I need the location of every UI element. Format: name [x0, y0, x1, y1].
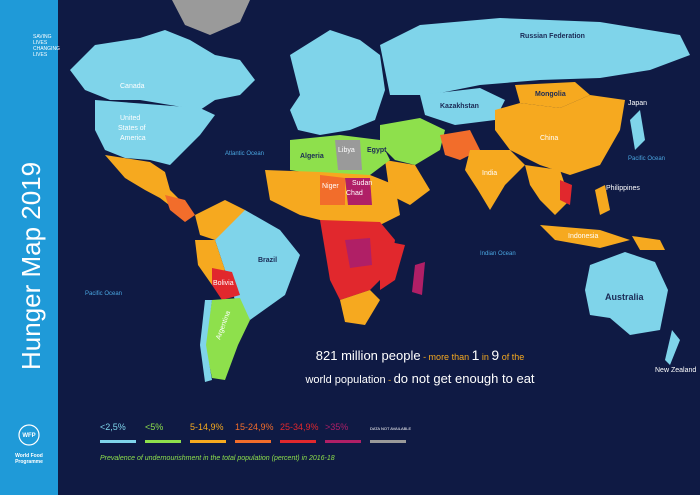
cambodia: [560, 180, 572, 205]
organization: Programme: [15, 459, 43, 465]
ocean-label: Indian Ocean: [480, 251, 516, 257]
headline-line: 821 million people - more than 1 in 9 of…: [316, 347, 524, 363]
legend-swatch: [190, 440, 226, 443]
india: [465, 150, 525, 210]
east-africa: [380, 240, 405, 290]
country-label: Bolivia: [213, 280, 234, 287]
country-label: United: [120, 115, 140, 122]
turkey-iran: [380, 118, 445, 165]
country-label: Mongolia: [535, 91, 566, 98]
logo-emblem: [18, 424, 40, 446]
legend-label: >35%: [325, 422, 348, 432]
headline-part: of the: [499, 352, 524, 362]
country-label: States of: [118, 125, 146, 132]
headline-part: do not get enough to eat: [394, 371, 535, 386]
country-label: Chad: [346, 190, 363, 197]
china: [495, 95, 625, 175]
organization: World Food: [15, 453, 43, 459]
tagline: CHANGING: [33, 46, 60, 52]
legend-label: 25-34,9%: [280, 422, 319, 432]
argentina: [205, 298, 250, 380]
legend-label: 5-14,9%: [190, 422, 224, 432]
headline-part: 1: [472, 347, 480, 363]
legend-swatch: [235, 440, 271, 443]
legend-label: DATA NOT AVAILABLE: [370, 426, 412, 431]
drc: [345, 238, 372, 268]
country-label: Indonesia: [568, 233, 598, 240]
country-label: New Zealand: [655, 367, 696, 374]
legend-label: <5%: [145, 422, 163, 432]
headline-part: -: [386, 375, 394, 385]
headline-part: world population: [304, 374, 385, 386]
country-label: Sudan: [352, 180, 372, 187]
legend-swatch: [370, 440, 406, 443]
logo-text: WFP: [22, 433, 35, 439]
country-label: America: [120, 135, 146, 142]
ocean-label: Atlantic Ocean: [225, 151, 264, 157]
europe: [290, 30, 385, 135]
headline-part: - more than: [421, 352, 472, 362]
central-america: [165, 195, 195, 222]
legend-swatch: [325, 440, 361, 443]
country-label: Libya: [338, 147, 355, 154]
world-map: [70, 0, 690, 382]
legend-label: 15-24,9%: [235, 422, 274, 432]
headline-line: world population - do not get enough to …: [304, 371, 534, 386]
legend-swatch: [100, 440, 136, 443]
country-label: India: [482, 170, 497, 177]
legend-swatch: [280, 440, 316, 443]
country-label: Brazil: [258, 257, 277, 264]
country-label: Japan: [628, 100, 647, 107]
libya: [335, 140, 362, 170]
country-label: Egypt: [367, 147, 387, 154]
legend: <2,5% <5% 5-14,9% 15-24,9% 25-34,9% >35% DATA …: [100, 422, 412, 443]
canada: [70, 30, 255, 110]
country-label: Russian Federation: [520, 33, 585, 40]
legend-label: <2,5%: [100, 422, 126, 432]
new-zealand: [665, 330, 680, 365]
niger-chad: [320, 175, 345, 205]
headline-part: 9: [491, 347, 499, 363]
legend-swatch: [145, 440, 181, 443]
mongolia: [515, 82, 590, 108]
se-asia: [525, 165, 570, 215]
country-label: Australia: [605, 292, 645, 302]
headline: 821 million people - more than 1 in 9 of…: [304, 347, 534, 386]
sidebar: SAVING LIVES CHANGING LIVES Hunger Map 2…: [0, 0, 60, 495]
country-label: Kazakhstan: [440, 103, 479, 110]
country-label: Canada: [120, 83, 145, 90]
country-label: Niger: [322, 183, 339, 190]
philippines: [595, 185, 610, 215]
tagline: SAVING: [33, 34, 52, 40]
ocean-label: Pacific Ocean: [85, 291, 122, 297]
greenland: [172, 0, 250, 35]
bolivia: [212, 268, 240, 300]
tagline: LIVES: [33, 40, 48, 46]
japan: [630, 110, 645, 150]
chile: [200, 300, 212, 382]
ocean-label: Pacific Ocean: [628, 156, 665, 162]
png: [632, 236, 665, 250]
headline-part: in: [479, 352, 491, 362]
indonesia: [540, 225, 630, 248]
australia: [585, 252, 668, 335]
country-label: China: [540, 135, 558, 142]
usa: [95, 100, 215, 165]
south-africa: [340, 290, 380, 325]
legend-caption: Prevalence of undernourishment in the to…: [100, 455, 335, 462]
sidebar-panel: [0, 0, 58, 495]
headline-part: 821 million people: [316, 348, 421, 363]
country-label: Philippines: [606, 185, 640, 192]
madagascar: [412, 262, 425, 295]
kazakhstan: [420, 88, 505, 125]
russia: [380, 18, 690, 95]
sidebar-title: Hunger Map 2019: [16, 162, 46, 370]
tagline: LIVES: [33, 52, 48, 58]
sudan: [345, 178, 372, 205]
country-label: Algeria: [300, 153, 324, 160]
